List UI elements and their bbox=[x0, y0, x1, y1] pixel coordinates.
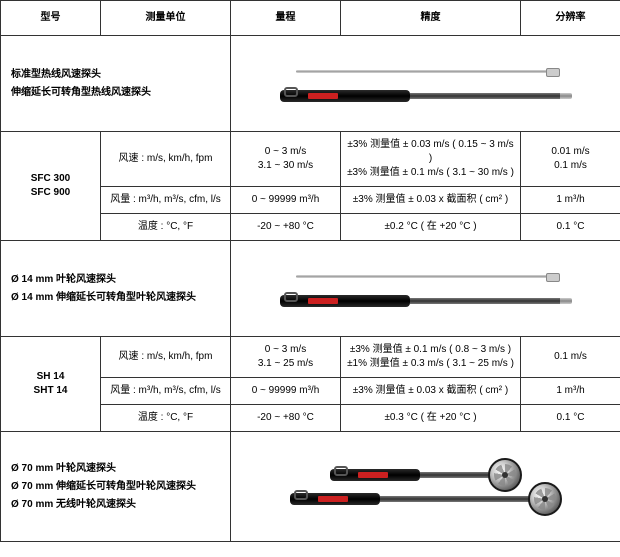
product-desc-cell: 标准型热线风速探头 伸缩延长可转角型热线风速探头 bbox=[1, 36, 231, 132]
unit-cell: 风量 : m³/h, m³/s, cfm, l/s bbox=[101, 187, 231, 214]
probe-thick-icon bbox=[280, 90, 572, 102]
probe-thin-icon bbox=[296, 275, 556, 278]
probe-vane-icon bbox=[330, 469, 522, 481]
header-model: 型号 bbox=[1, 1, 101, 36]
accuracy-cell: ±0.2 °C ( 在 +20 °C ) bbox=[341, 214, 521, 241]
resolution-cell: 0.1 m/s bbox=[521, 337, 620, 378]
unit-cell: 风速 : m/s, km/h, fpm bbox=[101, 337, 231, 378]
resolution-cell: 1 m³/h bbox=[521, 378, 620, 405]
accuracy-cell: ±3% 测量值 ± 0.03 m/s ( 0.15 ~ 3 m/s ) ±3% … bbox=[341, 132, 521, 187]
product-desc-line: Ø 70 mm 叶轮风速探头 bbox=[11, 463, 116, 474]
product-desc-line: Ø 14 mm 叶轮风速探头 bbox=[11, 274, 116, 285]
spec-table: 型号 测量单位 量程 精度 分辨率 标准型热线风速探头 伸缩延长可转角型热线风速… bbox=[0, 0, 620, 542]
table-row: SFC 300 SFC 900 风速 : m/s, km/h, fpm 0 ~ … bbox=[1, 132, 620, 187]
resolution-cell: 1 m³/h bbox=[521, 187, 620, 214]
accuracy-cell: ±3% 测量值 ± 0.03 x 截面积 ( cm² ) bbox=[341, 378, 521, 405]
header-accuracy: 精度 bbox=[341, 1, 521, 36]
unit-cell: 风量 : m³/h, m³/s, cfm, l/s bbox=[101, 378, 231, 405]
range-cell: 0 ~ 99999 m³/h bbox=[231, 378, 341, 405]
product-row-hotwire: 标准型热线风速探头 伸缩延长可转角型热线风速探头 bbox=[1, 36, 620, 132]
accuracy-cell: ±3% 测量值 ± 0.1 m/s ( 0.8 ~ 3 m/s ) ±1% 测量… bbox=[341, 337, 521, 378]
product-image-cell bbox=[231, 241, 620, 337]
unit-cell: 温度 : °C, °F bbox=[101, 405, 231, 432]
unit-cell: 风速 : m/s, km/h, fpm bbox=[101, 132, 231, 187]
model-label: SH 14 bbox=[37, 371, 65, 382]
product-desc-line: Ø 70 mm 无线叶轮风速探头 bbox=[11, 499, 136, 510]
table-row: SH 14 SHT 14 风速 : m/s, km/h, fpm 0 ~ 3 m… bbox=[1, 337, 620, 378]
range-cell: 0 ~ 99999 m³/h bbox=[231, 187, 341, 214]
product-desc-line: 标准型热线风速探头 bbox=[11, 69, 101, 80]
probe-thick-icon bbox=[280, 295, 572, 307]
accuracy-cell: ±3% 测量值 ± 0.03 x 截面积 ( cm² ) bbox=[341, 187, 521, 214]
header-range: 量程 bbox=[231, 1, 341, 36]
product-desc-cell: Ø 70 mm 叶轮风速探头 Ø 70 mm 伸缩延长可转角型叶轮风速探头 Ø … bbox=[1, 432, 231, 542]
product-image-cell bbox=[231, 36, 620, 132]
header-unit: 测量单位 bbox=[101, 1, 231, 36]
product-desc-line: Ø 70 mm 伸缩延长可转角型叶轮风速探头 bbox=[11, 481, 196, 492]
probe-thin-icon bbox=[296, 70, 556, 73]
product-desc-line: 伸缩延长可转角型热线风速探头 bbox=[11, 87, 151, 98]
range-cell: -20 ~ +80 °C bbox=[231, 405, 341, 432]
resolution-cell: 0.1 °C bbox=[521, 405, 620, 432]
range-cell: 0 ~ 3 m/s 3.1 ~ 25 m/s bbox=[231, 337, 341, 378]
product-image-cell bbox=[231, 432, 620, 542]
header-row: 型号 测量单位 量程 精度 分辨率 bbox=[1, 1, 620, 36]
product-row-vane14: Ø 14 mm 叶轮风速探头 Ø 14 mm 伸缩延长可转角型叶轮风速探头 bbox=[1, 241, 620, 337]
resolution-cell: 0.01 m/s 0.1 m/s bbox=[521, 132, 620, 187]
accuracy-cell: ±0.3 °C ( 在 +20 °C ) bbox=[341, 405, 521, 432]
header-resolution: 分辨率 bbox=[521, 1, 620, 36]
product-desc-line: Ø 14 mm 伸缩延长可转角型叶轮风速探头 bbox=[11, 292, 196, 303]
model-label: SHT 14 bbox=[34, 385, 68, 396]
model-label: SFC 300 bbox=[31, 173, 70, 184]
model-cell: SFC 300 SFC 900 bbox=[1, 132, 101, 241]
product-desc-cell: Ø 14 mm 叶轮风速探头 Ø 14 mm 伸缩延长可转角型叶轮风速探头 bbox=[1, 241, 231, 337]
range-cell: 0 ~ 3 m/s 3.1 ~ 30 m/s bbox=[231, 132, 341, 187]
resolution-cell: 0.1 °C bbox=[521, 214, 620, 241]
unit-cell: 温度 : °C, °F bbox=[101, 214, 231, 241]
product-row-vane70: Ø 70 mm 叶轮风速探头 Ø 70 mm 伸缩延长可转角型叶轮风速探头 Ø … bbox=[1, 432, 620, 542]
probe-vane-icon bbox=[290, 493, 562, 505]
range-cell: -20 ~ +80 °C bbox=[231, 214, 341, 241]
model-cell: SH 14 SHT 14 bbox=[1, 337, 101, 432]
model-label: SFC 900 bbox=[31, 187, 70, 198]
